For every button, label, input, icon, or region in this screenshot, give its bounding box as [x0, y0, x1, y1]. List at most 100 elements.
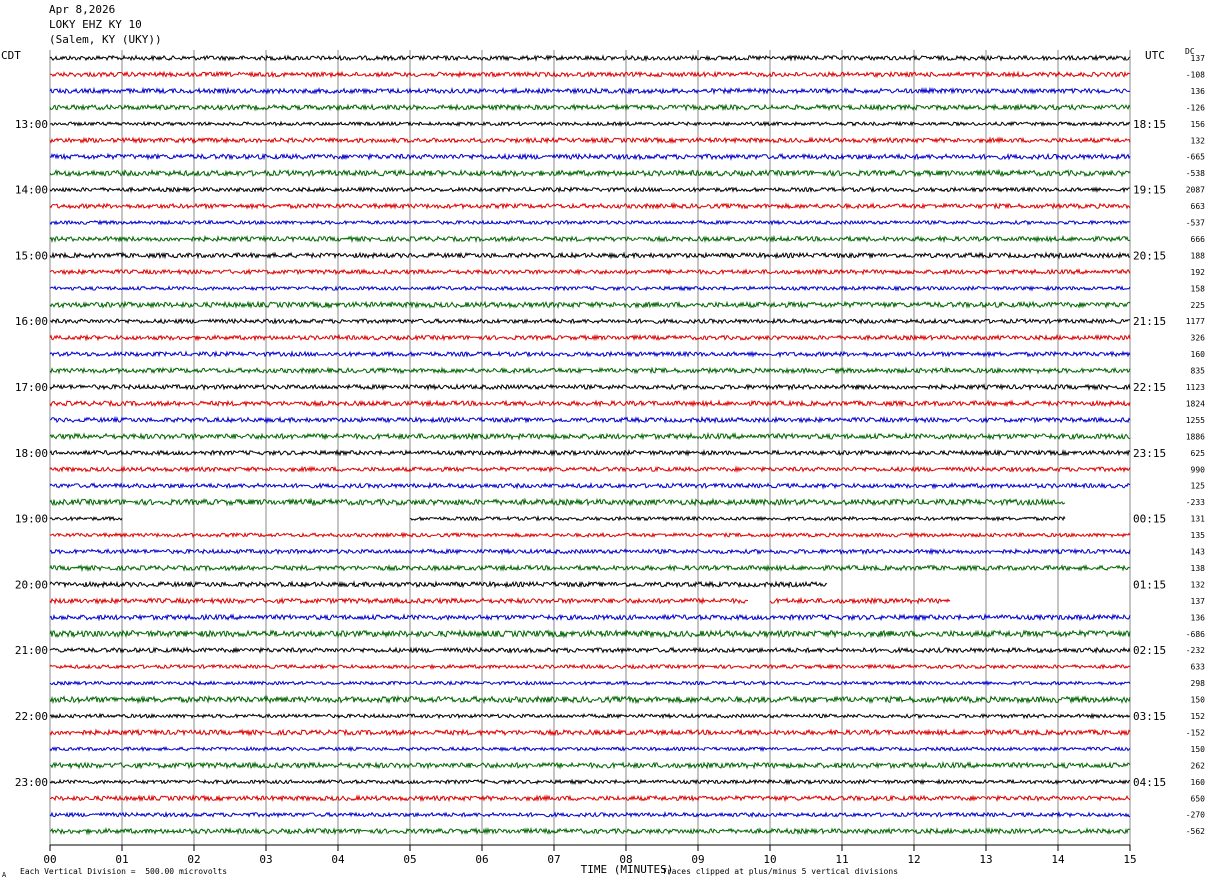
- header-location: (Salem, KY (UKY)): [49, 33, 162, 46]
- seismic-trace: [49, 663, 1131, 671]
- seismic-trace: [49, 366, 1131, 375]
- left-hour-label: 19:00: [15, 513, 48, 526]
- x-tick-label: 09: [691, 853, 704, 866]
- dc-offset-label: 326: [1191, 334, 1206, 343]
- dc-offset-label: 192: [1191, 268, 1206, 277]
- dc-offset-label: -270: [1186, 811, 1205, 820]
- dc-offset-label: 1886: [1186, 432, 1205, 441]
- dc-offset-label: 666: [1191, 235, 1206, 244]
- seismic-trace: [49, 515, 123, 522]
- dc-offset-label: 188: [1191, 251, 1206, 260]
- dc-offset-label: -152: [1186, 728, 1205, 737]
- dc-offset-label: -562: [1186, 827, 1205, 836]
- seismic-trace: [49, 481, 1131, 490]
- dc-offset-label: -665: [1186, 153, 1205, 162]
- seismic-trace: [49, 628, 1131, 639]
- left-hour-label: 23:00: [15, 776, 48, 789]
- dc-offset-label: 650: [1191, 794, 1206, 803]
- corner-mark: A: [2, 871, 7, 879]
- left-hour-label: 15:00: [15, 249, 48, 262]
- dc-offset-label: 152: [1191, 712, 1206, 721]
- seismic-trace: [49, 613, 1131, 622]
- seismic-trace: [49, 300, 1131, 310]
- right-hour-label: 21:15: [1133, 315, 1166, 328]
- seismic-trace: [49, 136, 1131, 145]
- dc-offset-label: 160: [1191, 350, 1206, 359]
- seismic-trace: [49, 497, 1066, 507]
- seismic-trace: [49, 350, 1131, 359]
- seismic-trace: [49, 415, 1131, 425]
- seismic-trace: [769, 596, 951, 605]
- dc-offset-label: 150: [1191, 745, 1206, 754]
- right-hour-label: 23:15: [1133, 447, 1166, 460]
- dc-offset-label: -537: [1186, 219, 1205, 228]
- seismic-trace: [49, 251, 1131, 260]
- seismic-trace: [49, 103, 1131, 112]
- right-hour-label: 02:15: [1133, 644, 1166, 657]
- seismic-trace: [49, 563, 1131, 573]
- dc-offset-label: 137: [1191, 54, 1206, 63]
- seismic-trace: [49, 317, 1131, 325]
- seismic-trace: [49, 679, 1131, 687]
- clip-note: Traces clipped at plus/minus 5 vertical …: [662, 867, 899, 876]
- right-hour-label: 18:15: [1133, 118, 1166, 131]
- dc-offset-label: 137: [1191, 597, 1206, 606]
- seismic-trace: [49, 219, 1131, 226]
- dc-offset-label: 225: [1191, 301, 1206, 310]
- x-tick-label: 14: [1051, 853, 1065, 866]
- x-tick-label: 05: [403, 853, 416, 866]
- seismic-trace: [49, 547, 1131, 556]
- seismic-trace: [49, 728, 1131, 737]
- dc-offset-label: 158: [1191, 284, 1206, 293]
- x-tick-label: 12: [907, 853, 920, 866]
- seismic-trace: [49, 778, 1131, 786]
- header-station: LOKY EHZ KY 10: [49, 18, 142, 31]
- dc-offset-label: 262: [1191, 761, 1206, 770]
- dc-offset-label: 136: [1191, 87, 1206, 96]
- dc-offset-label: 131: [1191, 515, 1206, 524]
- dc-offset-label: -538: [1186, 169, 1205, 178]
- dc-offset-label: -108: [1186, 70, 1205, 79]
- right-hour-label: 20:15: [1133, 249, 1166, 262]
- seismic-trace: [49, 811, 1131, 819]
- dc-offset-label: 132: [1191, 580, 1206, 589]
- right-hour-label: 03:15: [1133, 710, 1166, 723]
- left-hour-label: 14:00: [15, 184, 48, 197]
- left-hour-label: 18:00: [15, 447, 48, 460]
- left-hour-label: 22:00: [15, 710, 48, 723]
- right-hour-label: 04:15: [1133, 776, 1166, 789]
- dc-offset-label: 1177: [1186, 317, 1205, 326]
- left-hour-label: 21:00: [15, 644, 48, 657]
- dc-header-label: DC: [1185, 47, 1195, 56]
- dc-offset-label: -126: [1186, 103, 1205, 112]
- dc-offset-label: -232: [1186, 646, 1205, 655]
- x-tick-label: 02: [187, 853, 200, 866]
- dc-offset-label: 138: [1191, 564, 1206, 573]
- right-hour-label: 00:15: [1133, 513, 1166, 526]
- dc-offset-label: -686: [1186, 630, 1205, 639]
- seismic-trace: [49, 448, 1131, 457]
- dc-offset-label: 1255: [1186, 416, 1205, 425]
- seismic-trace: [49, 580, 828, 589]
- seismic-trace: [49, 86, 1131, 96]
- x-axis-title: TIME (MINUTES): [581, 863, 674, 876]
- header-date: Apr 8,2026: [49, 3, 116, 16]
- dc-offset-label: 160: [1191, 778, 1206, 787]
- left-hour-label: 16:00: [15, 315, 48, 328]
- dc-offset-label: 990: [1191, 465, 1206, 474]
- left-hour-label: 17:00: [15, 381, 48, 394]
- seismic-trace: [49, 596, 748, 605]
- seismic-trace: [49, 383, 1131, 392]
- left-timezone-label: CDT: [1, 49, 21, 62]
- x-tick-label: 08: [619, 853, 632, 866]
- seismic-trace: [49, 794, 1131, 803]
- dc-offset-label: -233: [1186, 498, 1205, 507]
- seismic-trace: [49, 431, 1131, 441]
- dc-offset-label: 156: [1191, 120, 1206, 129]
- seismic-trace: [49, 646, 1131, 655]
- right-hour-label: 22:15: [1133, 381, 1166, 394]
- x-tick-label: 13: [979, 853, 992, 866]
- seismic-trace: [49, 201, 1131, 211]
- dc-offset-label: 150: [1191, 696, 1206, 705]
- right-hour-label: 19:15: [1133, 184, 1166, 197]
